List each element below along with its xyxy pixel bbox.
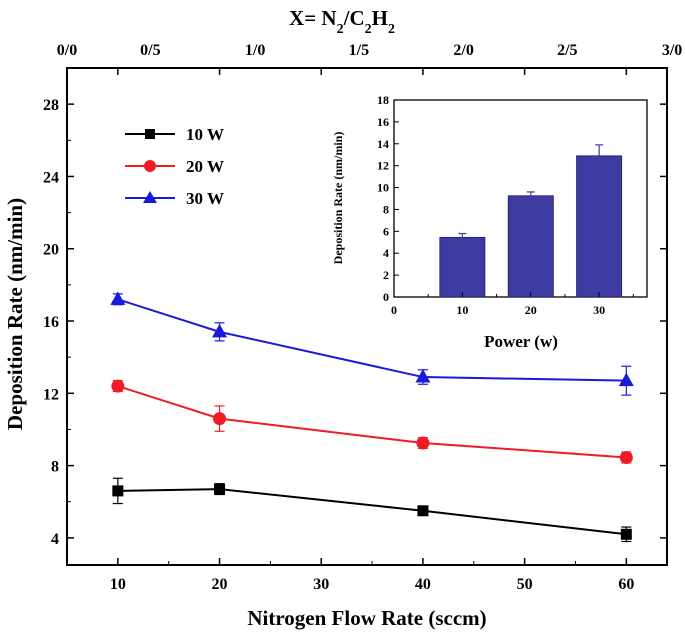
inset-x-tick-label: 0 bbox=[391, 303, 397, 317]
data-point-circle bbox=[619, 450, 633, 464]
y-tick-label: 16 bbox=[43, 314, 59, 331]
inset-y-tick-label: 14 bbox=[377, 137, 389, 151]
top-tick-label: 0/5 bbox=[140, 42, 160, 59]
inset-y-tick-label: 8 bbox=[383, 202, 389, 216]
inset-y-tick-label: 4 bbox=[383, 246, 389, 260]
main-series-group bbox=[110, 291, 634, 543]
top-axis-title: X= N2/C2H2 bbox=[289, 6, 395, 37]
data-point-square bbox=[417, 505, 429, 517]
x-tick-label: 40 bbox=[415, 576, 431, 593]
inset-bar bbox=[507, 195, 554, 298]
x-tick-label: 20 bbox=[212, 576, 228, 593]
main-plot-frame bbox=[66, 67, 668, 566]
inset-y-axis-title: Deposition Rate (nm/min) bbox=[331, 132, 345, 265]
inset-chart: 0 10 20 30 0 2 4 6 8 10 12 14 16 18 Power (w) Deposit… bbox=[331, 93, 648, 351]
data-point-triangle bbox=[110, 291, 126, 305]
inset-x-tick-label: 20 bbox=[525, 303, 537, 317]
inset-x-axis-title: Power (w) bbox=[484, 332, 558, 351]
top-tick-label: 2/0 bbox=[453, 42, 473, 59]
data-point-triangle bbox=[212, 323, 228, 338]
series-line bbox=[117, 488, 627, 536]
data-point-circle bbox=[213, 412, 227, 426]
data-point-square bbox=[112, 485, 124, 497]
x-axis-title: Nitrogen Flow Rate (sccm) bbox=[247, 606, 486, 630]
data-point-circle bbox=[416, 436, 430, 450]
top-tick-label: 0/0 bbox=[57, 42, 77, 59]
legend-label-30w: 30 W bbox=[186, 189, 224, 208]
y-tick-label: 8 bbox=[51, 459, 59, 476]
legend-label-10w: 10 W bbox=[186, 125, 224, 144]
top-tick-label: 2/5 bbox=[557, 42, 577, 59]
y-axis-title: Deposition Rate (nm/min) bbox=[3, 198, 27, 430]
inset-y-tick-label: 2 bbox=[383, 268, 389, 282]
inset-y-tick-label: 10 bbox=[377, 181, 389, 195]
inset-bar bbox=[576, 155, 623, 298]
data-point-circle bbox=[111, 379, 125, 393]
inset-bars bbox=[439, 144, 623, 298]
legend-marker-10w bbox=[145, 129, 155, 139]
top-tick-label: 3/0 bbox=[662, 42, 682, 59]
y-tick-label: 4 bbox=[51, 531, 59, 548]
y-tick-label: 28 bbox=[43, 97, 59, 114]
top-tick-label: 1/0 bbox=[245, 42, 265, 59]
inset-axis-ticks: 0 10 20 30 0 2 4 6 8 10 12 14 16 18 bbox=[377, 93, 634, 317]
legend: 10 W 20 W 30 W bbox=[125, 125, 224, 208]
series-line bbox=[117, 385, 627, 459]
top-tick-label: 1/5 bbox=[349, 42, 369, 59]
data-point-triangle bbox=[618, 372, 634, 387]
x-tick-label: 60 bbox=[618, 576, 634, 593]
y-tick-label: 24 bbox=[43, 169, 59, 186]
data-point-triangle bbox=[415, 369, 431, 383]
data-point-square bbox=[214, 483, 226, 495]
data-point-square bbox=[620, 528, 632, 540]
y-tick-label: 20 bbox=[43, 242, 59, 259]
x-tick-label: 10 bbox=[110, 576, 126, 593]
series-line bbox=[117, 298, 627, 382]
inset-x-tick-label: 10 bbox=[456, 303, 468, 317]
inset-y-tick-label: 6 bbox=[383, 224, 389, 238]
y-tick-label: 12 bbox=[43, 386, 59, 403]
inset-y-tick-label: 18 bbox=[377, 93, 389, 107]
x-tick-label: 50 bbox=[517, 576, 533, 593]
inset-x-tick-label: 30 bbox=[593, 303, 605, 317]
inset-y-tick-label: 12 bbox=[377, 159, 389, 173]
legend-marker-30w bbox=[143, 191, 157, 203]
inset-y-tick-label: 16 bbox=[377, 115, 389, 129]
inset-y-tick-label: 0 bbox=[383, 290, 389, 304]
legend-marker-20w bbox=[144, 160, 156, 172]
inset-bar bbox=[439, 236, 486, 298]
x-tick-label: 30 bbox=[313, 576, 329, 593]
legend-label-20w: 20 W bbox=[186, 157, 224, 176]
